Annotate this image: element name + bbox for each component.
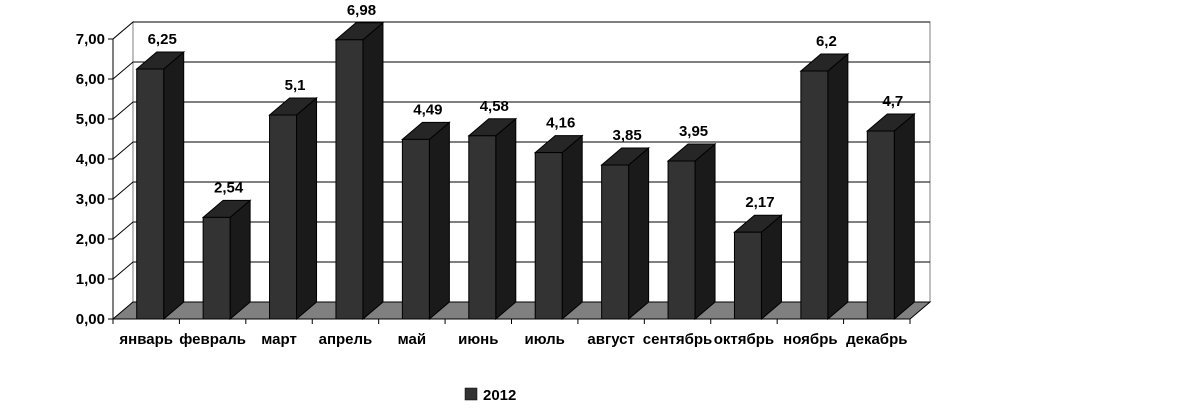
bar-side	[694, 142, 716, 321]
data-label: 4,58	[480, 98, 509, 115]
bar	[600, 146, 650, 321]
x-tick-label: апрель	[319, 331, 373, 348]
bar-front	[136, 68, 165, 320]
gridline	[112, 221, 930, 240]
bar-front	[800, 70, 829, 320]
bar	[135, 50, 186, 321]
bar-side	[628, 146, 650, 321]
gridline	[112, 141, 930, 160]
gridline	[112, 21, 930, 40]
bar-front	[667, 160, 696, 320]
bar-front	[534, 152, 563, 320]
x-tick-label: июнь	[458, 331, 498, 348]
y-axis: 0,00 1,00 2,00 3,00 4,00 5,00 6,00 7,00	[76, 31, 114, 328]
bar-front	[468, 135, 497, 320]
bar-front	[401, 138, 430, 320]
y-tick-label: 7,00	[76, 31, 105, 48]
data-label: 4,7	[882, 93, 903, 110]
x-tick-label: февраль	[179, 331, 246, 348]
y-tick-label: 3,00	[76, 191, 105, 208]
bar-side	[296, 96, 318, 321]
data-label: 4,49	[413, 101, 442, 118]
bar	[666, 142, 717, 321]
bar-front	[866, 130, 895, 320]
bar-side	[362, 21, 384, 321]
bar	[268, 96, 318, 321]
gridlines	[112, 21, 930, 280]
bar	[865, 112, 916, 321]
gridline	[112, 181, 930, 200]
x-tick-label: ноябрь	[783, 331, 837, 348]
bar	[467, 117, 518, 321]
bar	[733, 214, 783, 321]
bar-side	[561, 134, 583, 321]
x-tick-label: август	[587, 331, 634, 348]
data-label: 3,95	[679, 123, 708, 140]
bar-side	[827, 52, 849, 321]
data-label: 3,85	[613, 127, 642, 144]
gridline	[112, 61, 930, 80]
data-label: 6,98	[347, 2, 376, 19]
bar	[334, 21, 385, 321]
bar-front	[601, 164, 630, 320]
legend-swatch	[464, 387, 478, 401]
y-tick-label: 5,00	[76, 111, 105, 128]
y-tick-label: 4,00	[76, 151, 105, 168]
bar-side	[893, 112, 915, 321]
side-wall	[112, 20, 134, 321]
x-axis: январь февраль март апрель май июнь июль август…	[112, 318, 911, 348]
gridline	[112, 101, 930, 120]
bar-front	[335, 39, 364, 320]
bar-side	[163, 50, 185, 321]
data-label: 6,2	[816, 33, 837, 50]
y-tick-label: 2,00	[76, 231, 105, 248]
legend-label: 2012	[483, 387, 516, 404]
x-tick-label: январь	[119, 331, 173, 348]
bar-front	[269, 114, 298, 320]
x-tick-label: октябрь	[714, 331, 774, 348]
bar	[401, 121, 451, 321]
bar-side	[428, 121, 450, 321]
gridline	[112, 261, 930, 280]
x-tick-label: июль	[524, 331, 564, 348]
y-tick-label: 1,00	[76, 271, 105, 288]
x-tick-label: сентябрь	[643, 331, 713, 348]
x-tick-label: декабрь	[846, 331, 907, 348]
bar	[533, 134, 584, 321]
legend: 2012	[464, 387, 516, 404]
x-tick-label: март	[261, 331, 297, 348]
data-label: 2,17	[745, 194, 774, 211]
bar	[201, 199, 252, 321]
y-tick-label: 0,00	[76, 311, 105, 328]
data-label: 6,25	[148, 31, 177, 48]
bar-side	[760, 214, 782, 321]
y-tick-label: 6,00	[76, 71, 105, 88]
data-label: 2,54	[214, 179, 244, 196]
bars	[135, 21, 916, 321]
bar-front	[202, 216, 231, 320]
bar-side	[229, 199, 251, 321]
data-labels: 6,25 2,54 5,1 6,98 4,49 4,58 4,16 3,85 3,95 2,17 6…	[148, 2, 904, 211]
x-tick-label: май	[398, 331, 426, 348]
bar	[799, 52, 850, 321]
data-label: 4,16	[546, 115, 575, 132]
data-label: 5,1	[285, 77, 306, 94]
bar-side	[495, 117, 517, 321]
bar-front	[733, 231, 762, 320]
